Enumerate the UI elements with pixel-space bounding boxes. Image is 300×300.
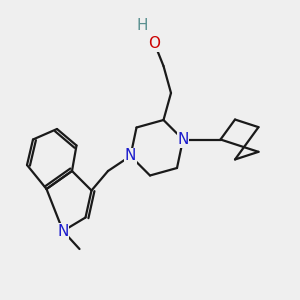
Text: N: N xyxy=(57,224,69,238)
Text: H: H xyxy=(137,18,148,33)
Text: N: N xyxy=(125,148,136,164)
Text: O: O xyxy=(148,36,160,51)
Text: N: N xyxy=(177,132,189,147)
